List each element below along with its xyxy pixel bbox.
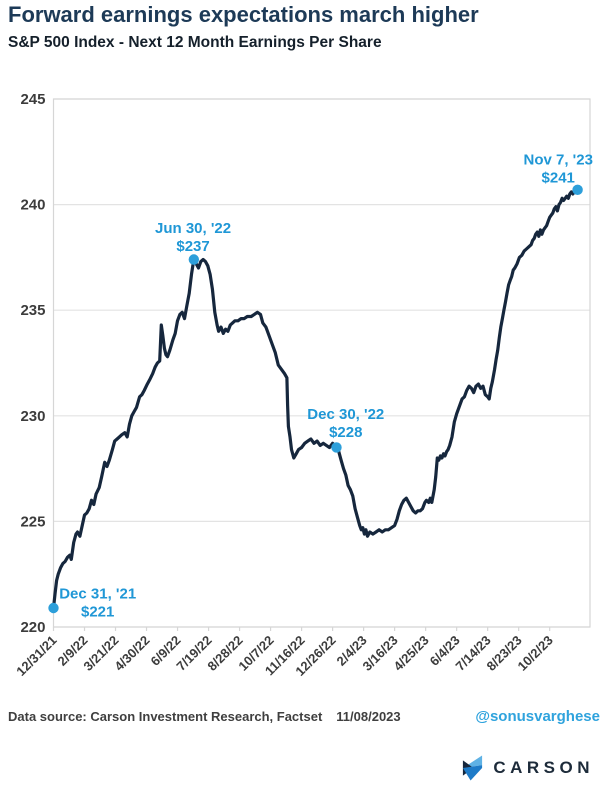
eps-line-chart: 22022523023524024512/31/212/9/223/21/224… [13, 91, 593, 679]
annotation-marker-dot [331, 442, 342, 453]
plot-border [52, 98, 591, 628]
annotation-date: Dec 30, '22 [307, 406, 384, 423]
chart-title: Forward earnings expectations march high… [8, 2, 479, 27]
annotation-marker-dot [188, 254, 200, 265]
annotation-value: $241 [542, 169, 575, 186]
annotation-date: Dec 31, '21 [59, 585, 136, 602]
data-source-text: Data source: Carson Investment Research,… [8, 709, 323, 724]
carson-wordmark: CARSON [493, 758, 594, 777]
annotation-marker-dot [572, 184, 583, 196]
y-axis-label: 240 [20, 197, 45, 214]
y-axis-label: 220 [20, 619, 45, 636]
y-axis-label: 230 [20, 408, 45, 425]
x-axis-label: 4/25/23 [390, 633, 431, 674]
annotation-date: Jun 30, '22 [155, 220, 231, 237]
data-source: Data source: Carson Investment Research,… [8, 709, 401, 724]
x-axis-label: 12/31/21 [13, 633, 59, 679]
x-axis-label: 10/2/23 [515, 633, 556, 674]
x-axis-label: 4/30/22 [111, 633, 152, 674]
annotation-marker-dot [48, 602, 59, 614]
annotation-date: Nov 7, '23 [523, 151, 592, 168]
annotation-value: $228 [329, 424, 362, 441]
chart-subtitle: S&P 500 Index - Next 12 Month Earnings P… [8, 34, 382, 51]
carson-logo: CARSON [461, 755, 594, 781]
y-axis-label: 235 [20, 302, 45, 319]
annotation-value: $221 [81, 603, 114, 620]
y-axis-label: 225 [20, 513, 45, 530]
social-handle[interactable]: @sonusvarghese [475, 708, 600, 725]
annotation-value: $237 [176, 238, 209, 255]
carson-logo-icon [463, 755, 483, 781]
as-of-date: 11/08/2023 [336, 709, 401, 724]
eps-line [51, 188, 580, 610]
y-axis-label: 245 [20, 91, 45, 108]
